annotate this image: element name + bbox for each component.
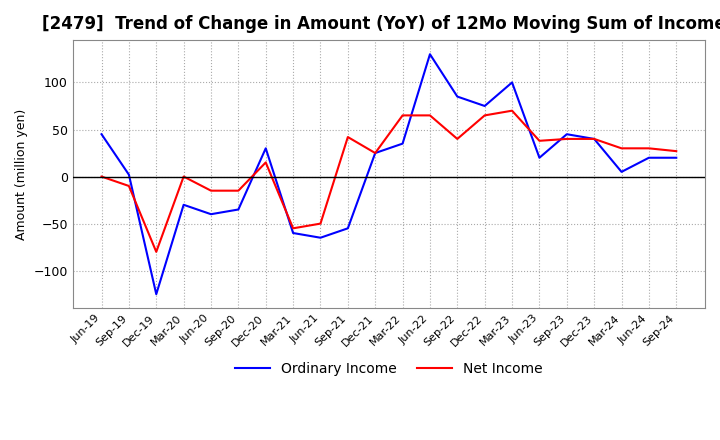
Net Income xyxy=(125,183,133,189)
Net Income xyxy=(97,174,106,179)
Net Income xyxy=(343,134,352,139)
Ordinary Income xyxy=(426,51,434,57)
Ordinary Income xyxy=(371,150,379,156)
Title: [2479]  Trend of Change in Amount (YoY) of 12Mo Moving Sum of Incomes: [2479] Trend of Change in Amount (YoY) o… xyxy=(42,15,720,33)
Ordinary Income xyxy=(207,212,215,217)
Ordinary Income xyxy=(590,136,598,142)
Ordinary Income xyxy=(316,235,325,240)
Net Income xyxy=(152,249,161,254)
Net Income xyxy=(207,188,215,193)
Ordinary Income xyxy=(343,226,352,231)
Ordinary Income xyxy=(398,141,407,146)
Net Income xyxy=(644,146,653,151)
Ordinary Income xyxy=(179,202,188,207)
Net Income xyxy=(371,150,379,156)
Net Income xyxy=(316,221,325,226)
Ordinary Income xyxy=(125,172,133,177)
Line: Ordinary Income: Ordinary Income xyxy=(102,54,676,294)
Net Income xyxy=(535,138,544,143)
Ordinary Income xyxy=(289,231,297,236)
Net Income xyxy=(453,136,462,142)
Net Income xyxy=(480,113,489,118)
Net Income xyxy=(562,136,571,142)
Net Income xyxy=(261,160,270,165)
Ordinary Income xyxy=(261,146,270,151)
Ordinary Income xyxy=(617,169,626,175)
Ordinary Income xyxy=(480,103,489,109)
Ordinary Income xyxy=(152,292,161,297)
Net Income xyxy=(398,113,407,118)
Legend: Ordinary Income, Net Income: Ordinary Income, Net Income xyxy=(230,357,549,382)
Net Income xyxy=(672,149,680,154)
Ordinary Income xyxy=(672,155,680,160)
Net Income xyxy=(590,136,598,142)
Net Income xyxy=(179,174,188,179)
Ordinary Income xyxy=(535,155,544,160)
Net Income xyxy=(508,108,516,114)
Y-axis label: Amount (million yen): Amount (million yen) xyxy=(15,109,28,240)
Line: Net Income: Net Income xyxy=(102,111,676,252)
Net Income xyxy=(289,226,297,231)
Ordinary Income xyxy=(453,94,462,99)
Ordinary Income xyxy=(562,132,571,137)
Net Income xyxy=(617,146,626,151)
Net Income xyxy=(234,188,243,193)
Net Income xyxy=(426,113,434,118)
Ordinary Income xyxy=(97,132,106,137)
Ordinary Income xyxy=(234,207,243,212)
Ordinary Income xyxy=(508,80,516,85)
Ordinary Income xyxy=(644,155,653,160)
